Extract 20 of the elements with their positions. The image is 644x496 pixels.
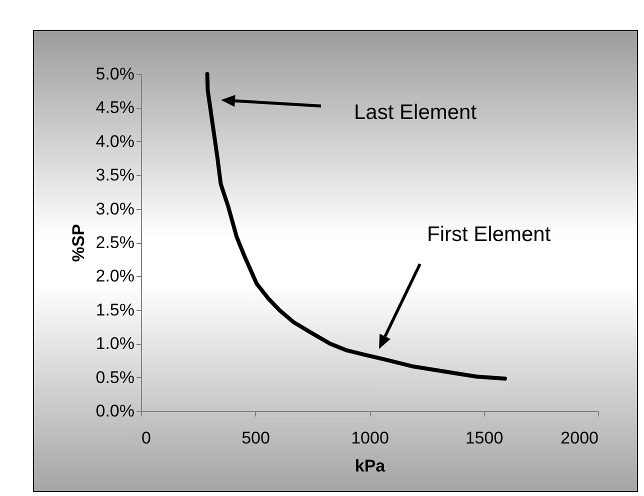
x-tick-label: 1500 <box>465 428 504 448</box>
y-tick-label: 1.0% <box>96 334 134 354</box>
y-tick-label: 2.0% <box>96 266 134 286</box>
y-axis-title: %SP <box>68 224 88 262</box>
y-tick-label: 5.0% <box>96 64 134 84</box>
annotation: First Element <box>427 223 551 246</box>
x-tick-label: 500 <box>242 428 270 448</box>
x-axis-title: kPa <box>354 456 386 476</box>
y-tick-label: 2.5% <box>96 233 134 252</box>
y-tick-label: 3.5% <box>96 166 134 185</box>
x-tick-label: 2000 <box>560 428 598 448</box>
y-tick-label: 4.5% <box>96 98 134 118</box>
y-tick-label: 0.0% <box>96 402 134 420</box>
y-tick-label: 3.0% <box>96 199 134 218</box>
x-tick-label: 0 <box>142 428 151 448</box>
y-tick-label: 0.5% <box>96 368 134 387</box>
y-tick-label: 1.5% <box>96 300 134 320</box>
annotation: Last Element <box>354 101 477 124</box>
y-tick-label: 4.0% <box>96 132 134 151</box>
x-tick-label: 1000 <box>351 428 389 448</box>
